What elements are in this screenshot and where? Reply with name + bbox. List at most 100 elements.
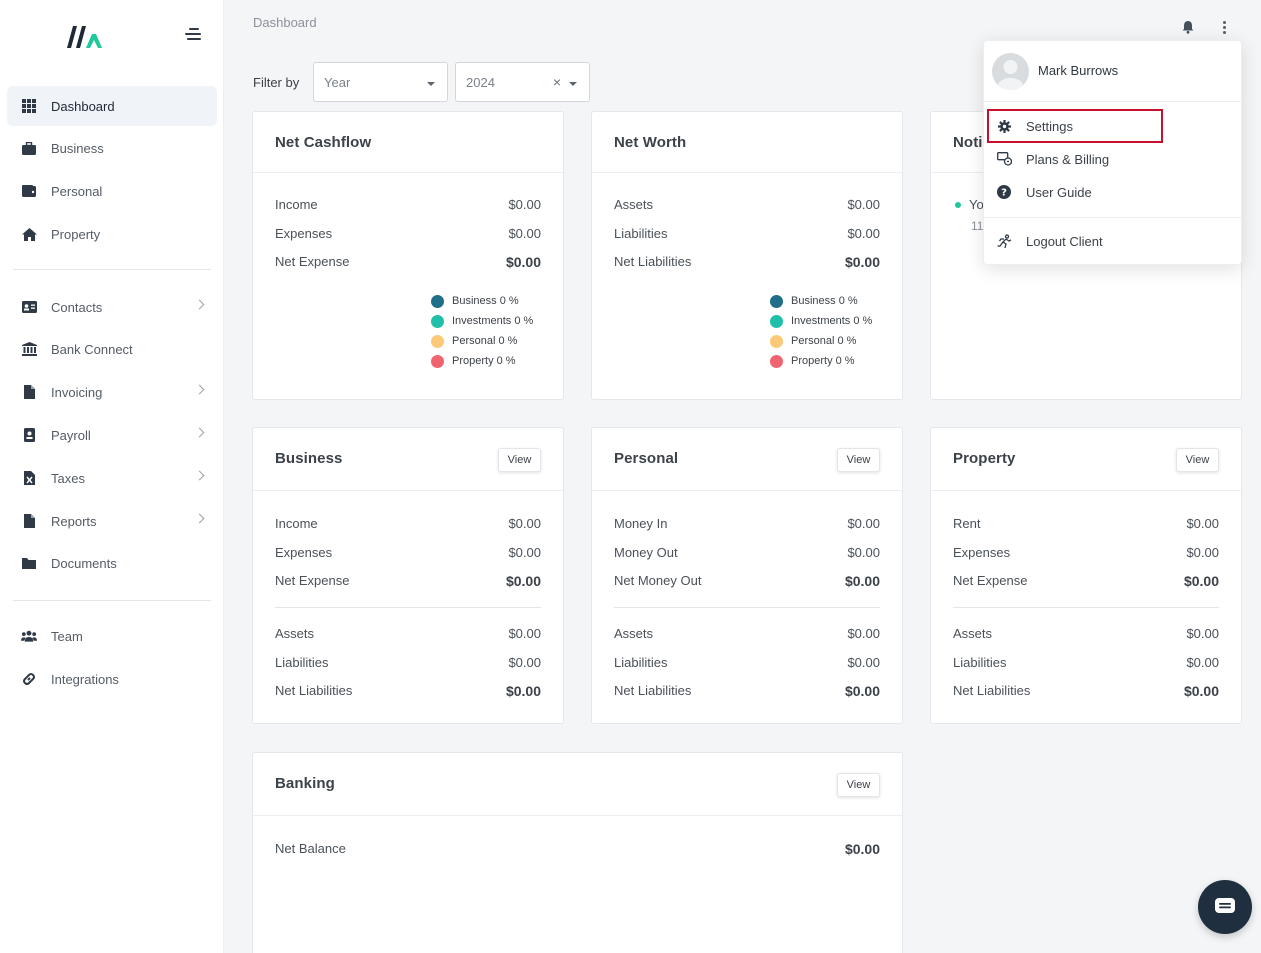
gear-icon — [996, 118, 1012, 134]
legend-label: Business 0 % — [791, 295, 858, 307]
property-view-button[interactable]: View — [1176, 448, 1219, 472]
menu-item-settings[interactable]: Settings — [996, 114, 1073, 138]
row-label: Expenses — [953, 545, 1011, 560]
row-net-liabilities: Net Liabilities $0.00 — [614, 683, 880, 699]
legend-item-investments: Investments 0 % — [431, 311, 533, 331]
card-divider — [592, 490, 902, 491]
row-label: Net Money Out — [614, 573, 702, 588]
row-label: Assets — [614, 626, 654, 641]
row-value: $0.00 — [847, 655, 880, 670]
card-title: Property — [953, 450, 1016, 467]
menu-item-user-guide[interactable]: ? User Guide — [996, 180, 1092, 204]
sidebar-item-taxes[interactable]: Taxes — [7, 458, 217, 498]
briefcase-icon — [21, 140, 37, 156]
personal-view-button[interactable]: View — [837, 448, 880, 472]
more-options-icon[interactable] — [1221, 21, 1227, 35]
row-net-liabilities: Net Liabilities $0.00 — [275, 683, 541, 699]
file-excel-icon — [21, 470, 37, 486]
sidebar-item-label: Property — [51, 226, 101, 242]
menu-toggle-button[interactable] — [185, 28, 203, 42]
row-value: $0.00 — [505, 683, 541, 699]
sidebar-item-label: Team — [51, 628, 83, 644]
sidebar-item-label: Documents — [51, 555, 117, 571]
sidebar-item-payroll[interactable]: Payroll — [7, 415, 217, 455]
row-value: $0.00 — [505, 254, 541, 270]
card-divider — [253, 815, 902, 816]
menu-divider — [984, 217, 1241, 218]
row-assets: Assets $0.00 — [275, 626, 541, 641]
row-net-expense: Net Expense $0.00 — [275, 254, 541, 270]
running-person-icon — [996, 233, 1012, 249]
banking-view-button[interactable]: View — [837, 773, 880, 797]
notification-text[interactable]: Yo — [969, 197, 984, 212]
period-select[interactable]: Year — [313, 62, 448, 102]
legend-label: Personal 0 % — [452, 335, 518, 347]
legend-label: Property 0 % — [791, 355, 855, 367]
sidebar-item-bank-connect[interactable]: Bank Connect — [7, 329, 217, 369]
badge-icon — [21, 427, 37, 443]
menu-divider — [984, 101, 1241, 102]
row-label: Net Liabilities — [614, 683, 692, 698]
sidebar-item-contacts[interactable]: Contacts — [7, 287, 217, 327]
row-net-expense: Net Expense $0.00 — [953, 573, 1219, 589]
sidebar-item-integrations[interactable]: Integrations — [7, 659, 217, 699]
menu-item-plans-billing[interactable]: Plans & Billing — [996, 147, 1109, 171]
legend-item-business: Business 0 % — [770, 291, 872, 311]
legend-item-personal: Personal 0 % — [770, 331, 872, 351]
sidebar-item-business[interactable]: Business — [7, 128, 217, 168]
link-icon — [21, 671, 37, 687]
card-divider — [592, 172, 902, 173]
user-name: Mark Burrows — [1038, 63, 1119, 78]
file-icon — [21, 384, 37, 400]
row-label: Income — [275, 516, 318, 531]
row-label: Net Expense — [953, 573, 1028, 588]
row-value: $0.00 — [505, 573, 541, 589]
bell-icon[interactable] — [1181, 20, 1195, 34]
sidebar-item-label: Taxes — [51, 470, 85, 486]
row-label: Expenses — [275, 545, 333, 560]
breadcrumb: Dashboard — [253, 15, 317, 30]
bank-icon — [21, 341, 37, 357]
legend-dot — [431, 314, 444, 328]
sidebar-item-invoicing[interactable]: Invoicing — [7, 372, 217, 412]
legend-item-property: Property 0 % — [770, 351, 872, 371]
sidebar-item-documents[interactable]: Documents — [7, 543, 217, 583]
row-money-out: Money Out $0.00 — [614, 545, 880, 560]
card-divider — [253, 172, 563, 173]
sidebar-item-team[interactable]: Team — [7, 616, 217, 656]
brand-logo[interactable] — [64, 24, 104, 50]
sidebar: Dashboard Business Personal Property Con… — [0, 0, 224, 953]
legend-dot — [770, 314, 783, 328]
menu-item-label: Plans & Billing — [1026, 151, 1110, 167]
chevron-right-icon — [194, 470, 205, 481]
row-assets: Assets $0.00 — [953, 626, 1219, 641]
sidebar-item-reports[interactable]: Reports — [7, 501, 217, 541]
menu-item-logout-client[interactable]: Logout Client — [996, 229, 1103, 253]
sidebar-item-label: Dashboard — [51, 98, 115, 114]
sidebar-item-dashboard[interactable]: Dashboard — [7, 86, 217, 126]
legend-label: Investments 0 % — [452, 315, 534, 327]
legend-dot — [770, 294, 783, 308]
sidebar-item-label: Integrations — [51, 671, 119, 687]
chat-icon — [1215, 897, 1235, 917]
row-value: $0.00 — [508, 226, 541, 241]
sidebar-item-property[interactable]: Property — [7, 214, 217, 254]
legend-label: Property 0 % — [452, 355, 516, 367]
year-select[interactable]: 2024 × — [455, 62, 590, 102]
row-net-liabilities: Net Liabilities $0.00 — [614, 254, 880, 270]
card-title: Personal — [614, 450, 679, 467]
clear-icon[interactable]: × — [552, 74, 561, 90]
business-view-button[interactable]: View — [498, 448, 541, 472]
row-assets: Assets $0.00 — [614, 626, 880, 641]
row-income: Income $0.00 — [275, 516, 541, 531]
legend-dot — [431, 294, 444, 308]
legend-label: Personal 0 % — [791, 335, 857, 347]
sidebar-item-personal[interactable]: Personal — [7, 171, 217, 211]
row-label: Liabilities — [275, 655, 329, 670]
row-label: Assets — [275, 626, 315, 641]
net-worth-card: Net Worth Assets $0.00 Liabilities $0.00 N… — [591, 111, 903, 400]
chat-support-button[interactable] — [1198, 880, 1252, 934]
row-label: Liabilities — [953, 655, 1007, 670]
legend-dot — [770, 354, 783, 368]
period-select-placeholder: Year — [324, 74, 351, 90]
